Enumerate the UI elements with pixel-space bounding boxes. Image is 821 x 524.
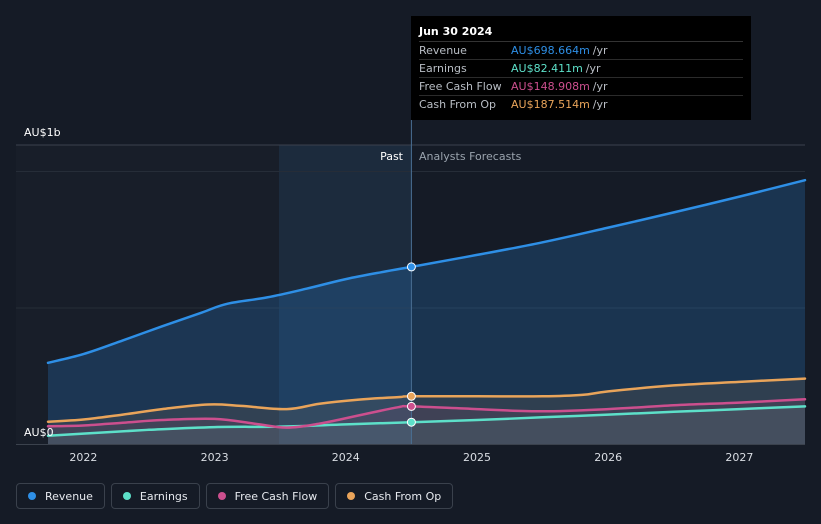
x-tick-2026: 2026 bbox=[594, 451, 622, 464]
tooltip-series-value: AU$82.411m bbox=[511, 62, 583, 75]
forecast-region-label: Analysts Forecasts bbox=[419, 150, 522, 163]
tooltip-series-value: AU$698.664m bbox=[511, 44, 590, 57]
tooltip-series-name: Revenue bbox=[419, 44, 467, 57]
earnings-area bbox=[48, 406, 805, 444]
earnings-marker bbox=[406, 417, 416, 427]
tooltip-series-value: AU$148.908m bbox=[511, 80, 590, 93]
y-axis-bottom-label: AU$0 bbox=[24, 426, 54, 439]
tooltip-row-revenue: Revenue AU$698.664m/yr bbox=[419, 42, 743, 60]
y-axis-top-label: AU$1b bbox=[24, 126, 61, 139]
tooltip-series-unit: /yr bbox=[592, 44, 608, 57]
revenue-line bbox=[46, 178, 807, 365]
tooltip: Jun 30 2024 Revenue AU$698.664m/yr Earning… bbox=[411, 16, 751, 120]
tooltip-row-cash-from-op: Cash From Op AU$187.514m/yr bbox=[419, 96, 743, 113]
x-tick-2023: 2023 bbox=[201, 451, 229, 464]
legend-item-cash-from-op[interactable]: Cash From Op bbox=[335, 483, 454, 509]
x-tick-2027: 2027 bbox=[725, 451, 753, 464]
legend-dot-icon bbox=[28, 492, 36, 500]
legend-dot-icon bbox=[217, 492, 226, 500]
legend-label: Revenue bbox=[45, 489, 93, 503]
x-tick-2022: 2022 bbox=[69, 451, 97, 464]
tooltip-series-unit: /yr bbox=[585, 62, 601, 75]
tooltip-series-unit: /yr bbox=[592, 98, 608, 111]
highlight-band bbox=[279, 145, 411, 445]
tooltip-series-name: Earnings bbox=[419, 62, 467, 75]
free-cash-flow-line bbox=[46, 398, 807, 429]
tooltip-series-name: Cash From Op bbox=[419, 98, 497, 111]
past-region-label: Past bbox=[380, 150, 404, 163]
cash-from-op-line bbox=[46, 377, 807, 423]
legend: Revenue Earnings Free Cash Flow Cash From O… bbox=[16, 483, 454, 511]
legend-item-free-cash-flow[interactable]: Free Cash Flow bbox=[205, 483, 330, 509]
legend-label: Cash From Op bbox=[364, 489, 442, 503]
x-tick-2024: 2024 bbox=[332, 451, 360, 464]
legend-item-revenue[interactable]: Revenue bbox=[16, 483, 105, 509]
legend-dot-icon bbox=[122, 492, 131, 500]
legend-label: Earnings bbox=[139, 489, 188, 503]
tooltip-row-earnings: Earnings AU$82.411m/yr bbox=[419, 60, 743, 78]
x-tick-2025: 2025 bbox=[463, 451, 491, 464]
tooltip-series-unit: /yr bbox=[592, 80, 608, 93]
revenue-marker bbox=[406, 262, 416, 272]
legend-dot-icon bbox=[347, 492, 356, 500]
tooltip-row-free-cash-flow: Free Cash Flow AU$148.908m/yr bbox=[419, 78, 743, 96]
cash-from-op-marker bbox=[406, 391, 416, 401]
legend-label: Free Cash Flow bbox=[234, 489, 318, 503]
revenue-area bbox=[48, 180, 805, 444]
legend-item-earnings[interactable]: Earnings bbox=[110, 483, 200, 509]
free-cash-flow-marker bbox=[406, 401, 416, 411]
tooltip-series-value: AU$187.514m bbox=[511, 98, 590, 111]
tooltip-series-name: Free Cash Flow bbox=[419, 80, 502, 93]
tooltip-date: Jun 30 2024 bbox=[419, 22, 743, 42]
